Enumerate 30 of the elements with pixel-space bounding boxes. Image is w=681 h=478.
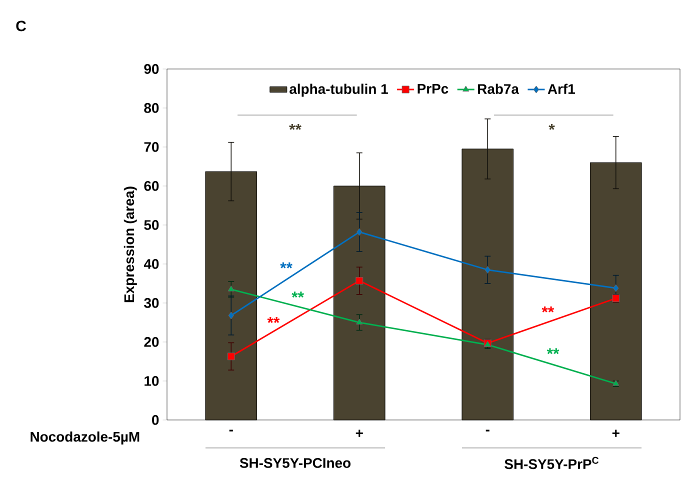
annotation: **	[267, 317, 280, 323]
annotation: **	[289, 124, 302, 130]
y-tick-label: 10	[144, 376, 159, 386]
x-axis-title: Nocodazole-5µM	[30, 431, 140, 444]
x-tick-label: +	[612, 430, 620, 437]
y-axis-title: Expression (area)	[124, 186, 137, 302]
y-tick-label: 70	[144, 142, 159, 152]
y-tick-label: 50	[144, 220, 159, 230]
y-tick-label: 40	[144, 259, 159, 269]
y-tick-label: 20	[144, 337, 159, 347]
x-tick-label: +	[356, 430, 363, 437]
annotation: **	[542, 306, 554, 312]
x-tick-label: -	[486, 430, 490, 432]
text: SH-SY5Y-PCIneo	[240, 458, 351, 468]
annotation: **	[292, 292, 304, 298]
annotation: *	[548, 124, 555, 130]
legend-label: alpha-tubulin 1	[290, 84, 388, 97]
annotation: **	[280, 262, 292, 268]
y-tick-label: 90	[144, 64, 159, 74]
y-tick-label: 0	[152, 415, 159, 425]
y-tick-label: 80	[144, 103, 159, 113]
x-tick-label: -	[229, 430, 233, 432]
annotation: **	[546, 348, 560, 354]
y-tick-label: 60	[144, 181, 159, 191]
text: C	[16, 20, 26, 32]
legend-label: Rab7a	[478, 84, 520, 94]
legend-label: PrPc	[418, 84, 448, 94]
text: SH-SY5Y-PrP$^{C}$	[504, 456, 599, 470]
legend-label: Arf1	[548, 84, 575, 94]
y-tick-label: 30	[144, 298, 159, 308]
